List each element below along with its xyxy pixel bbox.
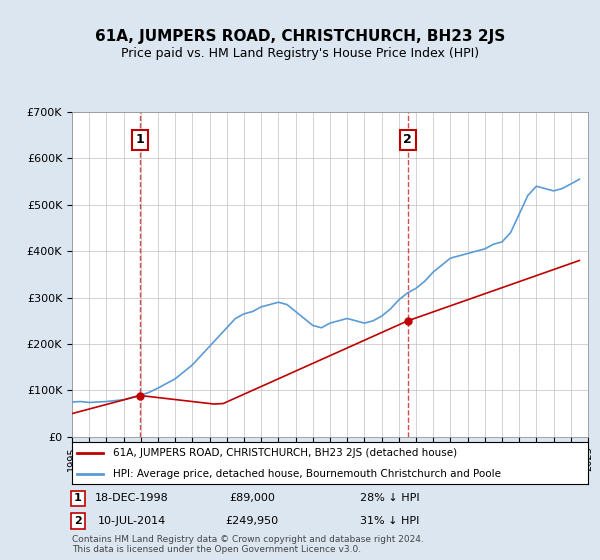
Text: 61A, JUMPERS ROAD, CHRISTCHURCH, BH23 2JS (detached house): 61A, JUMPERS ROAD, CHRISTCHURCH, BH23 2J…	[113, 448, 457, 458]
Text: 1: 1	[136, 133, 145, 146]
Text: 1: 1	[74, 493, 82, 503]
Text: 2: 2	[74, 516, 82, 526]
Text: 18-DEC-1998: 18-DEC-1998	[95, 493, 169, 503]
Text: 2: 2	[403, 133, 412, 146]
Text: 61A, JUMPERS ROAD, CHRISTCHURCH, BH23 2JS: 61A, JUMPERS ROAD, CHRISTCHURCH, BH23 2J…	[95, 29, 505, 44]
Text: 31% ↓ HPI: 31% ↓ HPI	[361, 516, 419, 526]
Text: Contains HM Land Registry data © Crown copyright and database right 2024.
This d: Contains HM Land Registry data © Crown c…	[72, 535, 424, 554]
Text: £249,950: £249,950	[226, 516, 278, 526]
Text: HPI: Average price, detached house, Bournemouth Christchurch and Poole: HPI: Average price, detached house, Bour…	[113, 469, 501, 479]
Text: 10-JUL-2014: 10-JUL-2014	[98, 516, 166, 526]
Text: 28% ↓ HPI: 28% ↓ HPI	[360, 493, 420, 503]
Text: £89,000: £89,000	[229, 493, 275, 503]
Text: Price paid vs. HM Land Registry's House Price Index (HPI): Price paid vs. HM Land Registry's House …	[121, 46, 479, 60]
